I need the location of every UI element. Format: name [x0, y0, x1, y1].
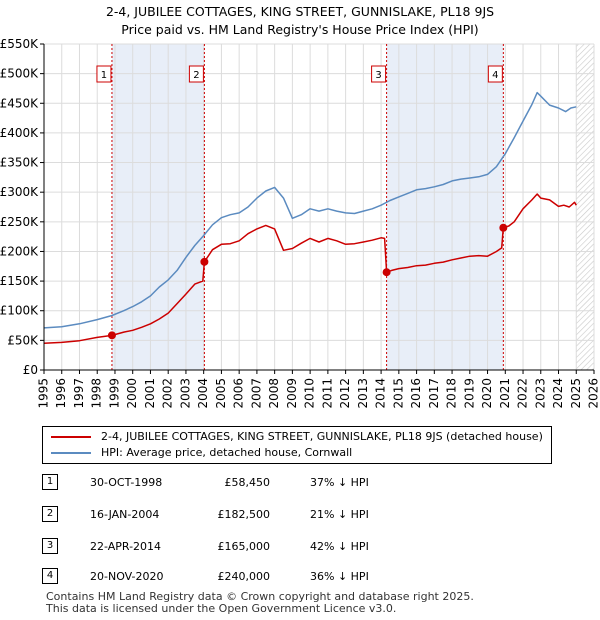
x-tick-label: 2008	[267, 378, 281, 409]
sale-point	[200, 257, 209, 266]
sale-label-box	[371, 65, 387, 83]
y-tick-label: £350K	[0, 156, 39, 170]
x-tick-label: 2015	[391, 378, 405, 409]
footer-licence: This data is licensed under the Open Gov…	[46, 602, 397, 615]
sale-point	[107, 331, 116, 340]
x-tick-label: 1999	[107, 378, 121, 409]
sale-label: 1	[101, 70, 107, 81]
sale-price: £165,000	[217, 540, 271, 553]
x-tick-label: 2022	[516, 378, 530, 409]
y-tick-label: £150K	[0, 274, 39, 288]
x-tick-label: 2005	[214, 378, 228, 409]
y-tick-label: £550K	[0, 37, 39, 51]
sale-label: 3	[375, 70, 381, 81]
x-tick-label: 2009	[285, 378, 299, 409]
sale-point	[382, 268, 391, 277]
sale-date: 16-JAN-2004	[90, 508, 160, 521]
sale-price: £58,450	[224, 476, 271, 489]
sale-price: £182,500	[217, 508, 271, 521]
x-tick-label: 2003	[178, 378, 192, 409]
x-tick-label: 2018	[445, 378, 459, 409]
x-tick-label: 2002	[161, 378, 175, 409]
x-tick-label: 1996	[54, 378, 68, 409]
forecast-hatch	[576, 44, 594, 370]
x-tick-label: 2010	[303, 378, 317, 409]
sale-label-box	[96, 65, 112, 83]
x-tick-label: 2023	[533, 378, 547, 409]
x-tick-label: 2021	[498, 378, 512, 409]
sale-label-box	[188, 65, 204, 83]
sale-date: 30-OCT-1998	[90, 476, 163, 489]
sale-number-badge: 4	[42, 568, 58, 584]
legend: 2-4, JUBILEE COTTAGES, KING STREET, GUNN…	[42, 426, 552, 464]
sale-label-box	[487, 65, 503, 83]
x-tick-label: 2004	[196, 378, 210, 409]
chart-title-line1: 2-4, JUBILEE COTTAGES, KING STREET, GUNN…	[105, 4, 495, 19]
ownership-period-shade	[386, 44, 504, 370]
x-tick-label: 2000	[125, 378, 139, 409]
legend-swatch-hpi	[51, 452, 91, 454]
x-tick-label: 2017	[427, 378, 441, 409]
sale-point	[499, 223, 508, 232]
sale-hpi-diff: 36% ↓ HPI	[310, 570, 369, 583]
y-tick-label: £0	[23, 363, 38, 377]
x-tick-label: 2019	[462, 378, 476, 409]
sale-number-badge: 1	[42, 474, 58, 490]
x-tick-label: 2024	[551, 378, 565, 409]
chart-title-line2: Price paid vs. HM Land Registry's House …	[121, 22, 479, 37]
y-tick-label: £450K	[0, 96, 39, 110]
sale-number-badge: 2	[42, 506, 58, 522]
property-price-line	[43, 193, 577, 345]
x-tick-label: 2026	[587, 378, 600, 409]
sale-label: 4	[492, 70, 498, 81]
hpi-line	[43, 91, 577, 329]
legend-swatch-property	[51, 436, 91, 438]
ownership-period-shade	[111, 44, 205, 370]
sale-hpi-diff: 37% ↓ HPI	[310, 476, 369, 489]
x-tick-label: 2001	[143, 378, 157, 409]
x-tick-label: 2013	[356, 378, 370, 409]
x-tick-label: 2011	[320, 378, 334, 409]
sale-number-badge: 3	[42, 538, 58, 554]
sale-hpi-diff: 42% ↓ HPI	[310, 540, 369, 553]
y-tick-label: £200K	[0, 244, 39, 258]
sale-label: 2	[193, 70, 199, 81]
y-tick-label: £300K	[0, 185, 39, 199]
sale-date: 22-APR-2014	[90, 540, 162, 553]
legend-label-hpi: HPI: Average price, detached house, Corn…	[101, 446, 353, 459]
x-tick-label: 2006	[232, 378, 246, 409]
x-tick-label: 2012	[338, 378, 352, 409]
sale-hpi-diff: 21% ↓ HPI	[310, 508, 369, 521]
x-tick-label: 2020	[480, 378, 494, 409]
x-tick-label: 1997	[72, 378, 86, 409]
y-tick-label: £100K	[0, 304, 39, 318]
x-tick-label: 1998	[90, 378, 104, 409]
x-tick-label: 2014	[374, 378, 388, 409]
legend-label-property: 2-4, JUBILEE COTTAGES, KING STREET, GUNN…	[101, 430, 543, 443]
x-tick-label: 1995	[37, 378, 51, 409]
x-tick-label: 2025	[569, 378, 583, 409]
y-tick-label: £500K	[0, 67, 39, 81]
footer-copyright: Contains HM Land Registry data © Crown c…	[46, 590, 474, 603]
y-tick-label: £250K	[0, 215, 39, 229]
sale-date: 20-NOV-2020	[90, 570, 164, 583]
x-tick-label: 2016	[409, 378, 423, 409]
y-tick-label: £50K	[7, 333, 39, 347]
price-chart: £0 £50K £100K £150K £200K £250K £300K £350K £400…	[0, 37, 600, 409]
x-tick-label: 2007	[249, 378, 263, 409]
y-tick-label: £400K	[0, 126, 39, 140]
sale-price: £240,000	[217, 570, 271, 583]
